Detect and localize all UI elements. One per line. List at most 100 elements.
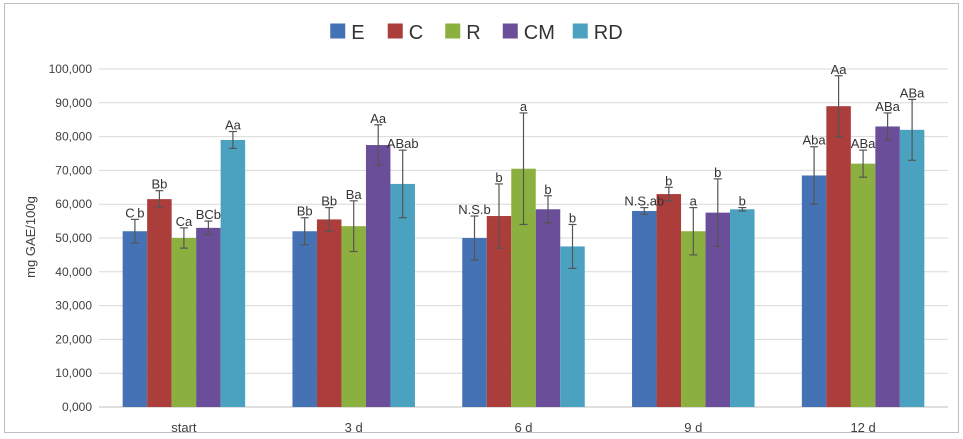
legend-swatch xyxy=(445,23,461,39)
bar-label: b xyxy=(665,173,672,188)
error-bar xyxy=(470,215,479,261)
error-bar xyxy=(130,218,139,244)
y-tick-label: 10,000 xyxy=(55,366,92,380)
bar-label: N.S.ab xyxy=(624,194,664,209)
bar-c-1 xyxy=(147,199,172,407)
error-bar xyxy=(495,183,503,249)
bar-label: BCb xyxy=(196,207,221,222)
bar-label: Bb xyxy=(151,177,167,192)
bar-cm-2 xyxy=(365,145,391,408)
bar-label: ABa xyxy=(900,85,925,100)
error-bar xyxy=(398,149,407,219)
legend-item-e: E xyxy=(330,22,365,44)
bar-r-4 xyxy=(681,231,706,407)
error-bar xyxy=(179,227,188,249)
bar-label: b xyxy=(544,182,551,197)
legend-label: CM xyxy=(524,22,555,44)
bar-e-5 xyxy=(801,175,827,407)
legend-swatch xyxy=(387,23,403,39)
x-tick-label: 9 d xyxy=(684,420,702,434)
legend-label: R xyxy=(466,22,480,44)
bar-e-2 xyxy=(292,231,317,407)
y-tick-label: 40,000 xyxy=(55,265,92,279)
error-bar xyxy=(568,223,577,270)
error-bar xyxy=(325,206,334,232)
bar-label: b xyxy=(569,210,576,225)
y-axis-title: mg GAE/100g xyxy=(23,196,38,278)
error-bar xyxy=(664,186,673,202)
bar-label: ABa xyxy=(851,136,876,151)
bars xyxy=(122,106,925,408)
bar-label: Ba xyxy=(346,187,363,202)
bar-label: ABa xyxy=(875,99,900,114)
legend: E C R CM RD xyxy=(330,22,623,44)
bar-label: ABab xyxy=(387,136,419,151)
bar-rd-5 xyxy=(899,129,925,407)
error-bar xyxy=(834,75,843,138)
error-bar xyxy=(349,200,358,253)
y-tick-label: 90,000 xyxy=(55,96,92,110)
error-bar xyxy=(689,206,698,256)
y-tick-label: 80,000 xyxy=(55,130,92,144)
bar-label: Aba xyxy=(803,133,827,148)
bar-e-3 xyxy=(462,238,487,407)
error-bar xyxy=(519,112,528,226)
bar-label: b xyxy=(495,170,502,185)
error-bar xyxy=(228,130,237,150)
legend-swatch xyxy=(572,23,588,39)
y-tick-label: 100,000 xyxy=(49,62,93,76)
y-tick-label: 50,000 xyxy=(55,231,92,245)
bar-label: b xyxy=(714,165,721,180)
error-bar xyxy=(859,149,868,178)
x-tick-label: start xyxy=(171,420,197,434)
x-tick-label: 12 d xyxy=(850,420,875,434)
bar-rd-3 xyxy=(560,246,585,407)
bar-c-2 xyxy=(316,219,342,407)
bar-label: Bb xyxy=(297,204,313,219)
bar-e-4 xyxy=(632,210,657,407)
legend-label: RD xyxy=(594,22,623,44)
bar-label: Aa xyxy=(831,62,848,77)
bar-label: a xyxy=(690,194,698,209)
bar-cm-5 xyxy=(875,126,900,408)
bar-e-1 xyxy=(122,231,148,407)
error-bar xyxy=(883,112,892,141)
bar-r-2 xyxy=(341,226,366,407)
error-bar xyxy=(738,206,747,212)
bar-cm-1 xyxy=(196,227,221,407)
error-bar xyxy=(300,217,309,246)
bar-rd-2 xyxy=(390,183,415,407)
bar-label: a xyxy=(520,99,528,114)
error-bar xyxy=(713,178,722,248)
y-tick-label: 60,000 xyxy=(55,197,92,211)
legend-swatch xyxy=(502,23,518,39)
bar-label: b xyxy=(739,194,746,209)
bar-rd-4 xyxy=(730,209,755,407)
bar-r-1 xyxy=(171,238,197,407)
bar-cm-3 xyxy=(535,209,561,407)
legend-swatch xyxy=(330,23,346,39)
bar-c-5 xyxy=(826,106,851,408)
legend-item-r: R xyxy=(445,22,481,44)
legend-item-rd: RD xyxy=(572,22,623,44)
error-bar xyxy=(640,206,649,215)
bar-c-4 xyxy=(656,194,682,407)
error-bar xyxy=(544,195,552,224)
bar-label: Ca xyxy=(176,214,193,229)
x-axis-ticks: start 3 d 6 d 9 d 12 d xyxy=(171,420,876,435)
bar-r-5 xyxy=(850,163,876,407)
legend-label: C xyxy=(409,22,423,44)
legend-item-c: C xyxy=(387,22,423,44)
error-bar xyxy=(810,146,819,205)
bar-chart: E C R CM RD 0,000 10,000 20,000 30,000 40,000 50,… xyxy=(23,22,948,435)
bar-label: Bb xyxy=(321,194,337,209)
error-bar xyxy=(155,190,164,209)
chart-frame: E C R CM RD 0,000 10,000 20,000 30,000 40,000 50,… xyxy=(4,3,959,435)
bar-label: Aa xyxy=(225,118,242,133)
bar-rd-1 xyxy=(220,139,246,408)
y-tick-label: 30,000 xyxy=(55,299,92,313)
bar-label: Aa xyxy=(370,111,387,126)
bar-label: C b xyxy=(125,205,144,220)
bar-label: N.S.b xyxy=(458,202,491,217)
